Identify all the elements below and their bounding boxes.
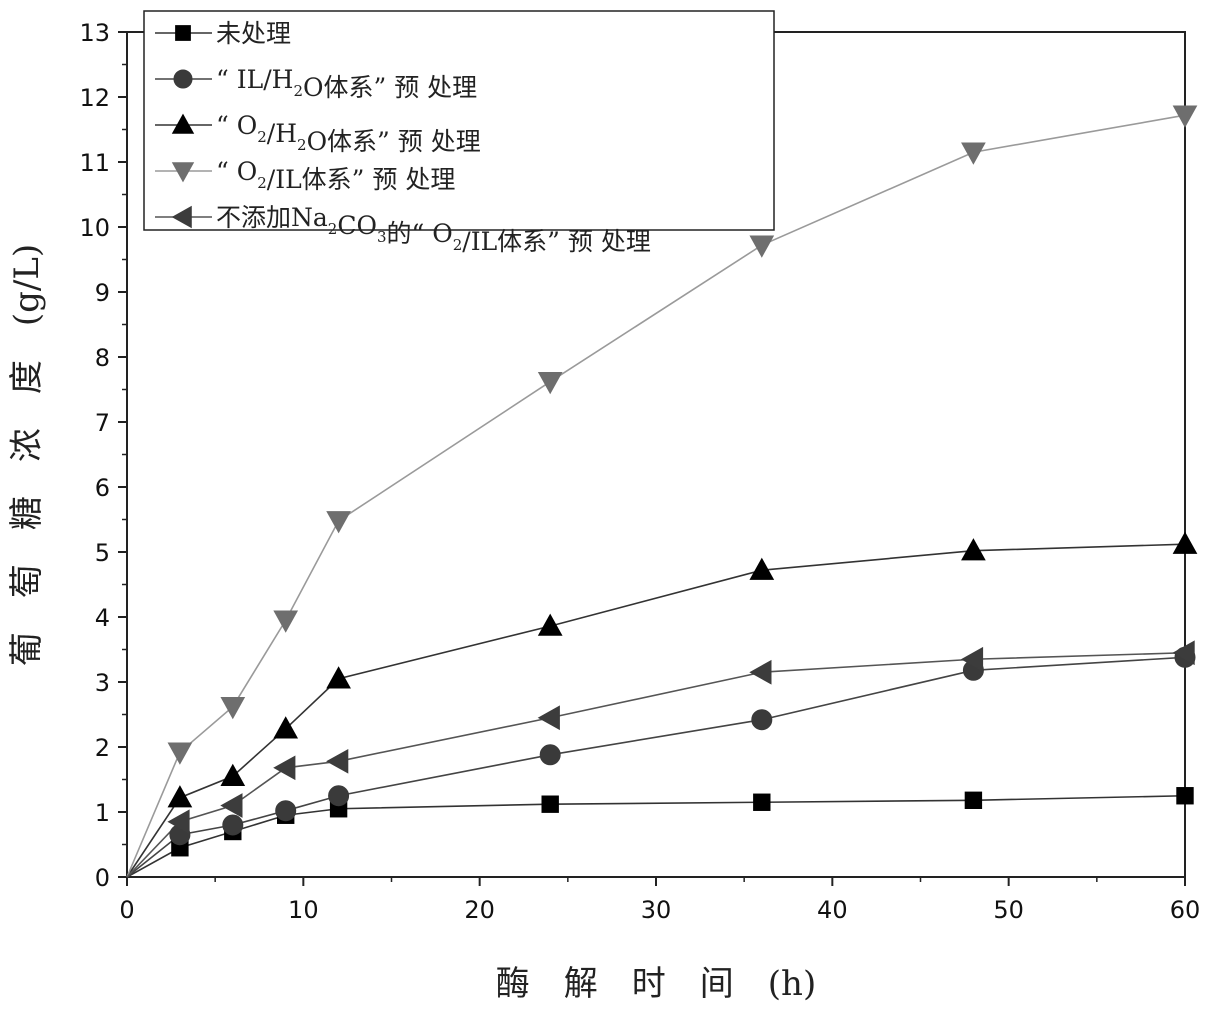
data-point <box>752 710 772 730</box>
data-point <box>221 765 244 786</box>
x-axis-title: 酶 解 时 间 (h) <box>496 964 816 1004</box>
x-tick-label: 10 <box>288 896 319 924</box>
legend: 未处理“ IL/H2O体系” 预 处理“ O2/H2O体系” 预 处理“ O2/… <box>144 11 774 256</box>
data-point <box>223 815 243 835</box>
data-point <box>965 792 981 808</box>
legend-marker <box>174 70 192 88</box>
series-line-2 <box>127 544 1185 877</box>
data-point <box>168 743 191 764</box>
data-point <box>221 698 244 719</box>
legend-marker <box>176 26 191 41</box>
y-tick-label: 10 <box>79 214 110 242</box>
x-tick-label: 50 <box>993 896 1024 924</box>
data-point <box>750 236 773 257</box>
data-point <box>539 706 560 729</box>
y-tick-label: 3 <box>95 669 110 697</box>
data-point <box>750 661 771 684</box>
data-point <box>1174 533 1197 554</box>
data-point <box>754 794 770 810</box>
data-point <box>276 801 296 821</box>
data-point <box>539 373 562 394</box>
y-tick-label: 5 <box>95 539 110 567</box>
data-point <box>327 667 350 688</box>
data-point <box>221 794 242 817</box>
data-point <box>542 796 558 812</box>
x-tick-label: 60 <box>1170 896 1201 924</box>
y-tick-label: 1 <box>95 799 110 827</box>
x-tick-label: 40 <box>817 896 848 924</box>
data-point <box>327 750 348 773</box>
x-tick-label: 30 <box>641 896 672 924</box>
data-point <box>274 611 297 632</box>
y-tick-label: 0 <box>95 864 110 892</box>
y-axis-title: 葡 萄 糖 浓 度 (g/L) <box>7 244 47 666</box>
y-tick-label: 12 <box>79 84 110 112</box>
y-tick-label: 2 <box>95 734 110 762</box>
x-tick-label: 0 <box>119 896 134 924</box>
data-point <box>539 615 562 636</box>
y-tick-label: 7 <box>95 409 110 437</box>
data-point <box>962 539 985 560</box>
y-tick-label: 6 <box>95 474 110 502</box>
y-tick-label: 9 <box>95 279 110 307</box>
y-tick-label: 8 <box>95 344 110 372</box>
y-tick-label: 4 <box>95 604 110 632</box>
data-point <box>1177 788 1193 804</box>
y-tick-label: 11 <box>79 149 110 177</box>
legend-label: 未处理 <box>216 19 291 48</box>
data-point <box>168 786 191 807</box>
data-point <box>962 143 985 164</box>
data-point <box>327 512 350 533</box>
data-point <box>329 786 349 806</box>
y-tick-label: 13 <box>79 19 110 47</box>
x-tick-label: 20 <box>464 896 495 924</box>
data-point <box>540 745 560 765</box>
data-point <box>274 756 295 779</box>
